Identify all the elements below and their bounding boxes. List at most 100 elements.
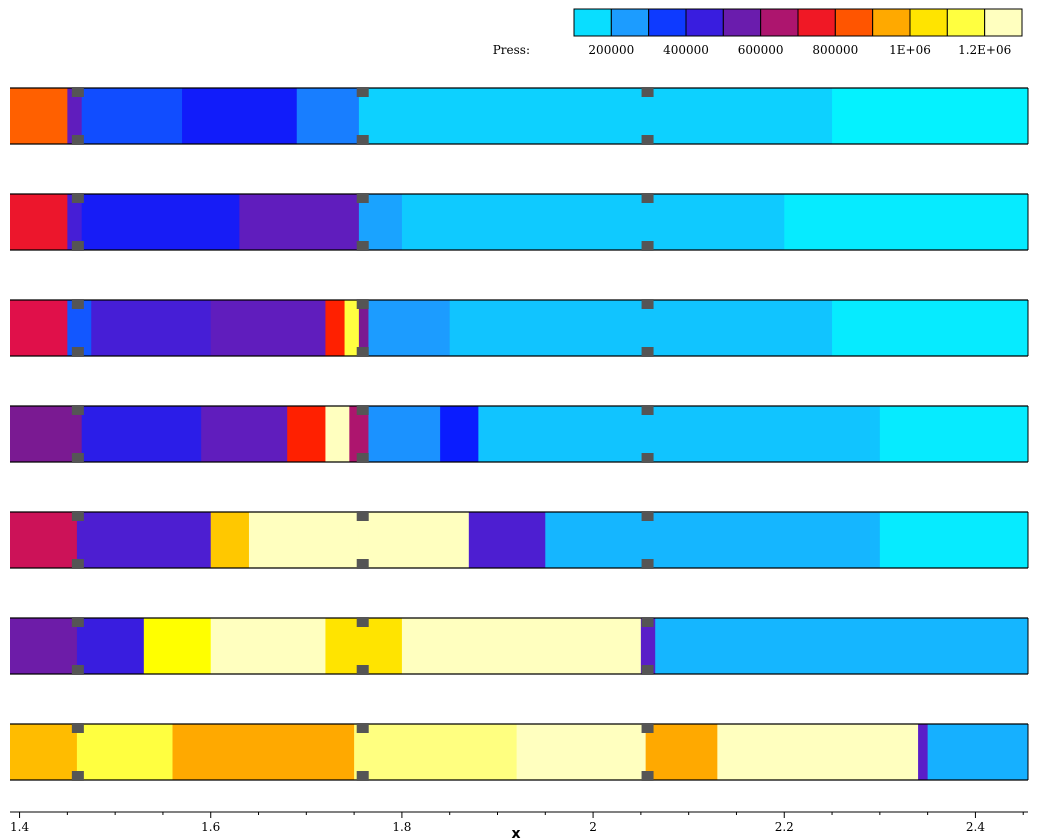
x-tick-label: 2.2 bbox=[775, 820, 794, 834]
support-block bbox=[641, 771, 654, 781]
pressure-region bbox=[325, 618, 403, 674]
legend-tick-label: 1.2E+06 bbox=[958, 43, 1011, 57]
pressure-region bbox=[10, 512, 78, 568]
support-block bbox=[71, 511, 84, 521]
pressure-region bbox=[354, 724, 518, 780]
legend-swatch bbox=[722, 8, 762, 37]
pressure-region bbox=[10, 618, 78, 674]
pressure-region bbox=[10, 194, 68, 250]
pressure-region bbox=[76, 618, 145, 674]
legend-swatch bbox=[984, 8, 1023, 37]
legend-tick-label: 600000 bbox=[738, 43, 784, 57]
pressure-region bbox=[832, 88, 1029, 144]
support-block bbox=[356, 771, 369, 781]
support-block bbox=[71, 299, 84, 309]
support-block bbox=[641, 135, 654, 145]
pressure-region bbox=[927, 724, 1029, 780]
support-block bbox=[641, 193, 654, 203]
support-block bbox=[641, 405, 654, 415]
pressure-region bbox=[239, 194, 360, 250]
x-tick-label: 2.4 bbox=[966, 820, 985, 834]
pressure-region bbox=[358, 300, 369, 356]
support-block bbox=[356, 559, 369, 569]
pressure-region bbox=[879, 406, 1029, 462]
pressure-region bbox=[368, 300, 451, 356]
pressure-region bbox=[67, 300, 92, 356]
pressure-region bbox=[182, 88, 298, 144]
time-step-panel bbox=[10, 299, 1029, 357]
legend-swatch bbox=[648, 8, 687, 37]
support-block bbox=[71, 135, 84, 145]
support-block bbox=[641, 87, 654, 97]
legend-color-bar bbox=[573, 8, 1023, 37]
support-block bbox=[71, 87, 84, 97]
legend-tick-label: 200000 bbox=[588, 43, 634, 57]
support-block bbox=[71, 771, 84, 781]
support-block bbox=[71, 723, 84, 733]
support-block bbox=[71, 193, 84, 203]
pressure-region bbox=[784, 194, 1029, 250]
support-block bbox=[356, 723, 369, 733]
pressure-region bbox=[10, 724, 78, 780]
time-step-panel bbox=[10, 723, 1029, 781]
x-tick-label: 1.8 bbox=[392, 820, 411, 834]
pressure-region bbox=[832, 300, 1029, 356]
pressure-region bbox=[545, 512, 881, 568]
pressure-region bbox=[918, 724, 929, 780]
pressure-region bbox=[468, 512, 546, 568]
support-block bbox=[71, 405, 84, 415]
support-block bbox=[356, 617, 369, 627]
support-block bbox=[71, 665, 84, 675]
legend-swatch bbox=[610, 8, 650, 37]
pressure-region bbox=[10, 88, 68, 144]
pressure-region bbox=[358, 194, 403, 250]
time-step-panel bbox=[10, 511, 1029, 569]
pressure-region bbox=[358, 512, 470, 568]
legend-title: Press: bbox=[493, 43, 530, 57]
support-block bbox=[641, 347, 654, 357]
pressure-region bbox=[879, 512, 1029, 568]
pressure-region bbox=[10, 406, 83, 462]
support-block bbox=[641, 617, 654, 627]
pressure-region bbox=[201, 406, 288, 462]
pressure-region bbox=[287, 406, 326, 462]
pressure-region bbox=[210, 618, 326, 674]
pressure-region bbox=[645, 724, 718, 780]
pressure-region bbox=[67, 194, 83, 250]
pressure-region bbox=[516, 724, 647, 780]
time-step-panel bbox=[10, 193, 1029, 251]
x-tick-label: 2 bbox=[589, 820, 597, 834]
pressure-region bbox=[478, 406, 881, 462]
x-axis: 1.4 1.6 1.8 2 2.2 2.4 x bbox=[10, 811, 1028, 840]
support-block bbox=[356, 135, 369, 145]
pressure-region bbox=[67, 88, 83, 144]
support-block bbox=[356, 241, 369, 251]
support-block bbox=[641, 723, 654, 733]
support-block bbox=[356, 193, 369, 203]
x-tick-label: 1.4 bbox=[10, 820, 29, 834]
time-step-panel bbox=[10, 617, 1029, 675]
pressure-region bbox=[344, 300, 360, 356]
time-step-panel bbox=[10, 405, 1029, 463]
legend-tick-label: 400000 bbox=[663, 43, 709, 57]
support-block bbox=[641, 665, 654, 675]
support-block bbox=[356, 405, 369, 415]
pressure-region bbox=[640, 618, 656, 674]
pressure-region bbox=[91, 300, 212, 356]
legend-swatch bbox=[685, 8, 724, 37]
pressure-region bbox=[325, 406, 350, 462]
pressure-region bbox=[401, 618, 642, 674]
support-block bbox=[356, 299, 369, 309]
legend-swatch bbox=[834, 8, 874, 37]
legend-swatch bbox=[797, 8, 836, 37]
pressure-region bbox=[349, 406, 369, 462]
pressure-region bbox=[76, 512, 212, 568]
legend-swatch bbox=[872, 8, 911, 37]
pressure-region bbox=[10, 300, 68, 356]
support-block bbox=[71, 617, 84, 627]
pressure-region bbox=[81, 406, 202, 462]
pressure-region bbox=[325, 300, 346, 356]
legend-swatch bbox=[760, 8, 799, 37]
pressure-region bbox=[76, 724, 173, 780]
pressure-region bbox=[296, 88, 360, 144]
